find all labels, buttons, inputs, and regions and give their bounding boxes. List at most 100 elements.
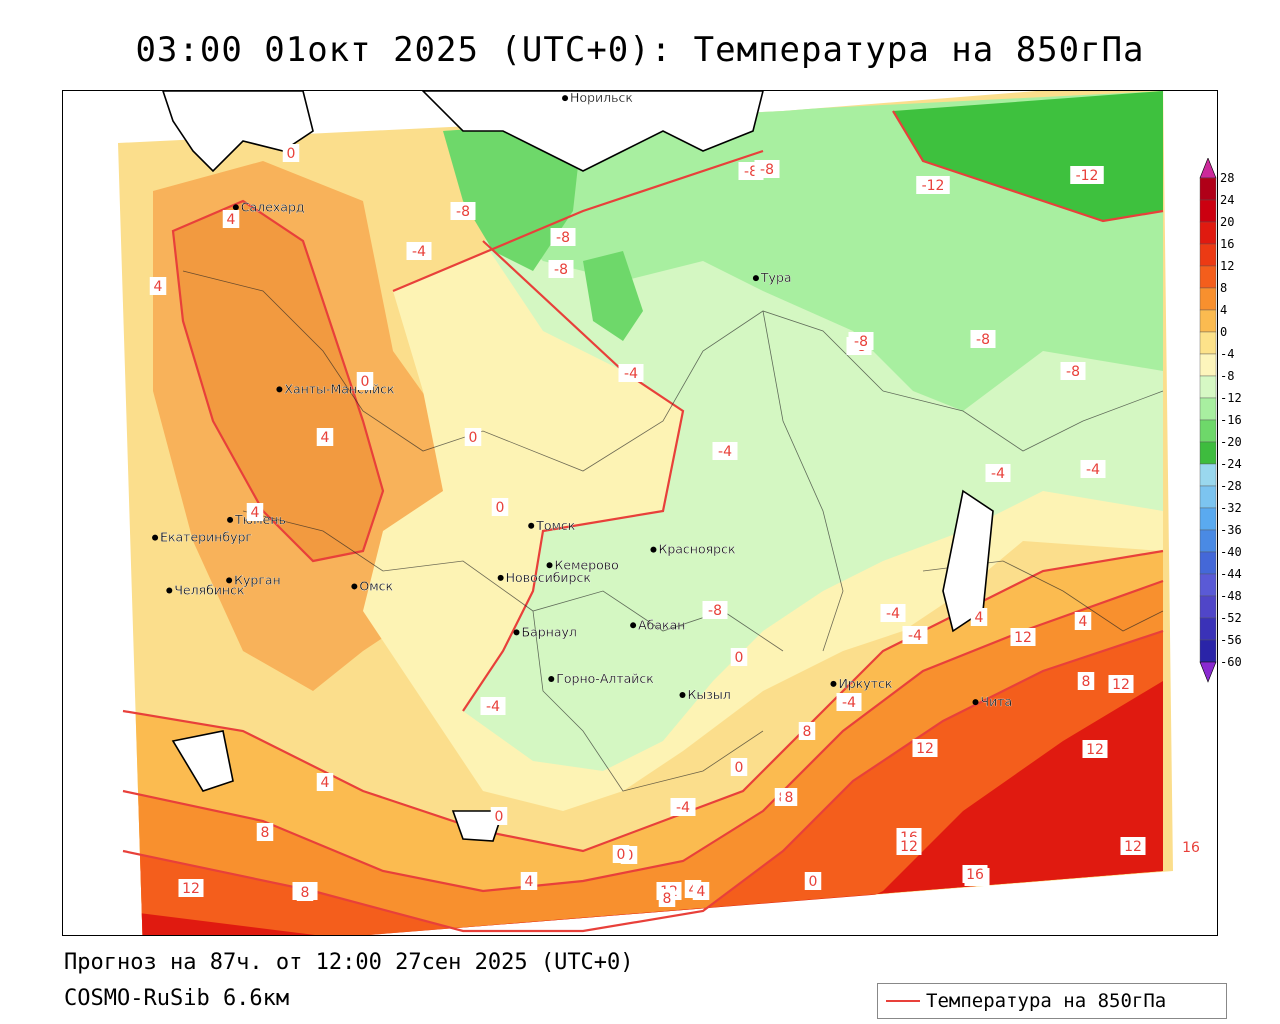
colorbar-tick-label: -12	[1220, 391, 1242, 405]
city-marker[interactable]: Тура	[752, 270, 792, 285]
contour-label-text: -4	[886, 606, 900, 622]
colorbar-swatch	[1199, 595, 1217, 619]
colorbar-swatch	[1199, 551, 1217, 575]
contour-label: 0	[491, 498, 509, 516]
contour-label-bg	[548, 260, 574, 278]
contour-label-bg	[848, 332, 874, 350]
map-frame[interactable]: НорильскЯкутскСалехардТураХанты-Мансийск…	[62, 90, 1218, 936]
city-dot	[276, 386, 283, 393]
contour-label: -4	[985, 464, 1011, 482]
contour-label: 0	[730, 758, 748, 776]
city-marker[interactable]: Томск	[528, 518, 576, 533]
colorbar-tick-label: -56	[1220, 633, 1242, 647]
contour-label-bg	[612, 845, 630, 863]
contour-label-text: -4	[624, 366, 638, 382]
city-marker[interactable]: Екатеринбург	[152, 530, 252, 545]
contour-label-text: 4	[321, 775, 330, 791]
map-title: 03:00 01окт 2025 (UTC+0): Температура на…	[135, 30, 1145, 70]
city-marker[interactable]: Ханты-Мансийск	[276, 381, 395, 397]
contour-label-bg	[282, 144, 300, 162]
contour-label-text: -8	[1066, 364, 1080, 380]
city-marker[interactable]: Чита	[972, 694, 1013, 709]
contour-label-bg	[296, 883, 314, 901]
colorbar-tick-label: 16	[1220, 237, 1234, 251]
city-marker[interactable]: Иркутск	[830, 676, 893, 691]
forecast-text: Прогноз на 87ч. от 12:00 27сен 2025 (UTC…	[64, 950, 634, 975]
contour-label: 12	[896, 837, 922, 855]
contour-label-bg	[1074, 612, 1092, 630]
city-marker[interactable]: Кемерово	[546, 557, 619, 572]
city-marker[interactable]: Горно-Алтайск	[548, 671, 654, 686]
contour-label-text: 8	[261, 825, 270, 841]
contour-label-text: -8	[554, 262, 568, 278]
contour-label-text: 12	[1086, 742, 1104, 758]
city-dot	[972, 699, 979, 706]
contour-label: -8	[970, 330, 996, 348]
city-dot	[226, 577, 233, 584]
contour-label-bg	[836, 693, 862, 711]
contour-label: 0	[490, 807, 508, 825]
colorbar-tick-label: -48	[1220, 589, 1242, 603]
colorbar-tick-label: 0	[1220, 325, 1227, 339]
colorbar-swatch	[1199, 375, 1217, 399]
contour-label-text: 0	[735, 650, 744, 666]
city-dot	[679, 692, 686, 699]
contour-label: -8	[550, 228, 576, 246]
contour-label-bg	[550, 228, 576, 246]
city-marker[interactable]: Омск	[351, 578, 394, 594]
contour-label: 0	[612, 845, 630, 863]
contour-label-text: 16	[966, 867, 984, 883]
city-marker[interactable]: Барнаул	[513, 624, 577, 640]
contour-label-bg	[491, 498, 509, 516]
city-dot	[232, 204, 239, 211]
city-marker[interactable]: Курган	[226, 572, 281, 587]
contour-label: -4	[902, 626, 928, 644]
contour-label-text: -12	[922, 178, 945, 194]
contour-label: 4	[970, 608, 988, 626]
contour-label-text: -4	[842, 695, 856, 711]
contour-label-bg	[246, 503, 264, 521]
contour-label: 0	[464, 428, 482, 446]
contour-label-bg	[780, 788, 798, 806]
contour-label-text: 0	[469, 430, 478, 446]
contour-label-bg	[692, 882, 710, 900]
city-label: Норильск	[570, 91, 633, 105]
city-marker[interactable]: Норильск	[562, 91, 634, 105]
city-label: Томск	[535, 518, 576, 533]
colorbar-tick-label: -4	[1220, 347, 1234, 361]
city-dot	[513, 629, 520, 636]
field-ural-4	[173, 201, 383, 561]
contour-label-text: 8	[803, 724, 812, 740]
city-dot	[830, 680, 837, 687]
city-marker[interactable]: Челябинск	[166, 582, 245, 598]
contour-label-bg	[1120, 837, 1146, 855]
city-dot	[152, 534, 159, 541]
colorbar-tick-label: -44	[1220, 567, 1242, 581]
contour-label-text: -8	[760, 162, 774, 178]
contour-label: -4	[880, 604, 906, 622]
city-marker[interactable]: Новосибирск	[497, 570, 592, 585]
city-label: Чита	[981, 694, 1013, 709]
colorbar-swatch	[1199, 639, 1217, 663]
contour-label: -8	[1060, 362, 1086, 380]
city-marker[interactable]: Красноярск	[650, 541, 736, 557]
contour-label: 4	[246, 503, 264, 521]
colorbar-swatch	[1199, 331, 1217, 355]
contour-label-text: 0	[735, 760, 744, 776]
city-label: Абакан	[638, 617, 685, 632]
city-marker[interactable]: Салехард	[232, 199, 305, 214]
city-label: Барнаул	[522, 624, 577, 639]
city-dot	[546, 562, 553, 569]
contour-label: 0	[730, 648, 748, 666]
contour-label: 12	[1120, 837, 1146, 855]
colorbar-bottom-arrow	[1199, 661, 1217, 683]
contour-label: -4	[406, 242, 432, 260]
city-label: Кызыл	[687, 687, 730, 702]
contour-label-text: 16	[1182, 840, 1200, 856]
city-dot	[548, 676, 555, 683]
colorbar-swatch	[1199, 309, 1217, 333]
city-marker[interactable]: Абакан	[630, 617, 686, 632]
city-marker[interactable]: Кызыл	[679, 687, 731, 702]
temperature-map[interactable]: НорильскЯкутскСалехардТураХанты-Мансийск…	[63, 91, 1217, 935]
city-label: Курган	[234, 572, 281, 587]
